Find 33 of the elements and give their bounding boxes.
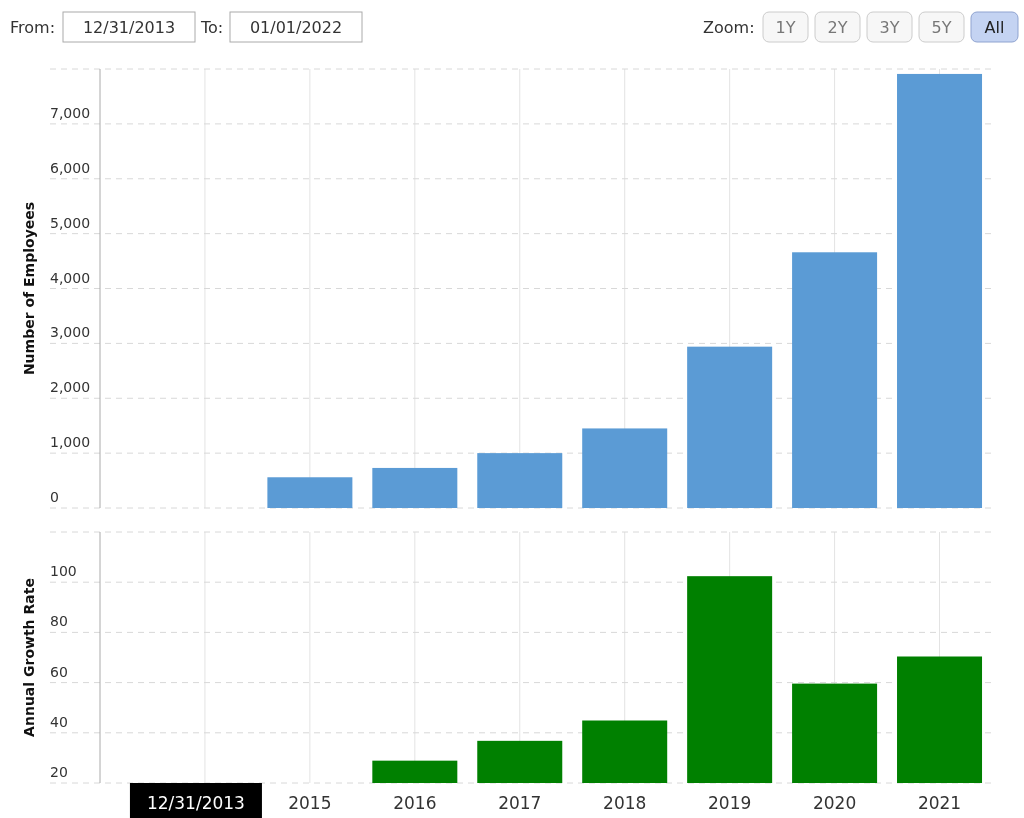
zoom-button[interactable]: 2Y xyxy=(814,11,861,43)
y-tick-label: 2,000 xyxy=(50,379,91,396)
x-tick-label: 2016 xyxy=(393,793,437,813)
zoom-button[interactable]: 1Y xyxy=(762,11,809,43)
zoom-button[interactable]: 5Y xyxy=(918,11,965,43)
y-tick-label: 80 xyxy=(50,613,68,630)
y-tick-label: 100 xyxy=(50,563,77,580)
zoom-button[interactable]: All xyxy=(970,11,1019,43)
y-tick-label: 3,000 xyxy=(50,324,91,341)
y-tick-label: 60 xyxy=(50,663,68,680)
y-tick-label: 20 xyxy=(50,764,68,780)
x-tick-label: 2018 xyxy=(603,793,647,813)
zoom-button[interactable]: 3Y xyxy=(866,11,913,43)
y-tick-label: 7,000 xyxy=(50,104,91,121)
y-tick-label: 4,000 xyxy=(50,269,91,286)
date-input[interactable]: 01/01/2022 xyxy=(229,11,363,43)
x-tick-label: 2019 xyxy=(708,793,752,813)
x-tick-label: 2021 xyxy=(917,793,962,813)
y-axis-title: Number of Employees xyxy=(21,201,37,376)
x-tick-label: 12/31/2013 xyxy=(146,793,245,813)
text: To: xyxy=(200,18,224,37)
x-tick-label: 2015 xyxy=(288,793,332,813)
y-tick-label: 1,000 xyxy=(50,434,91,451)
y-tick-label: 40 xyxy=(50,713,68,730)
text: Zoom: xyxy=(703,18,755,37)
x-tick-label: 2017 xyxy=(498,793,542,813)
y-axis-title: Annual Growth Rate xyxy=(21,578,37,737)
y-tick-label: 5,000 xyxy=(50,214,91,231)
date-input[interactable]: 12/31/2013 xyxy=(62,11,196,43)
x-tick-label: 2020 xyxy=(812,793,857,813)
y-tick-label: 6,000 xyxy=(50,159,91,176)
y-tick-label: 0 xyxy=(50,489,59,505)
text: From: xyxy=(10,18,56,37)
